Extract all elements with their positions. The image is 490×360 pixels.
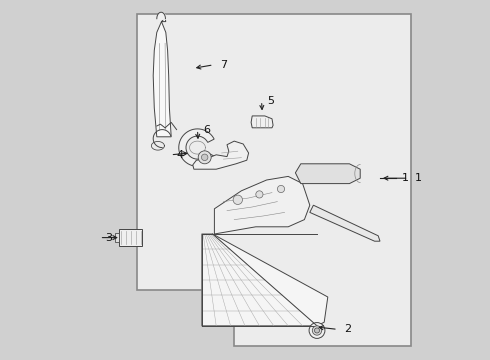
Polygon shape [295,164,360,184]
Circle shape [315,328,319,333]
Circle shape [201,154,208,161]
Text: 3: 3 [106,233,113,243]
Polygon shape [179,129,214,166]
Circle shape [233,195,243,204]
Text: 1: 1 [402,173,409,183]
Text: 7: 7 [220,60,227,70]
Polygon shape [202,234,328,326]
Polygon shape [310,205,380,241]
Circle shape [309,323,325,338]
Polygon shape [115,233,119,242]
Circle shape [256,191,263,198]
Polygon shape [153,18,171,137]
Polygon shape [137,14,411,346]
Polygon shape [119,229,143,246]
Circle shape [198,151,211,164]
Polygon shape [193,141,248,169]
Polygon shape [215,176,310,234]
Text: 2: 2 [344,324,351,334]
Text: 1: 1 [415,173,421,183]
Polygon shape [251,116,273,128]
Circle shape [312,326,321,335]
Text: 5: 5 [268,96,275,106]
Circle shape [277,185,285,193]
Text: 4: 4 [176,150,184,160]
Text: 6: 6 [204,125,211,135]
